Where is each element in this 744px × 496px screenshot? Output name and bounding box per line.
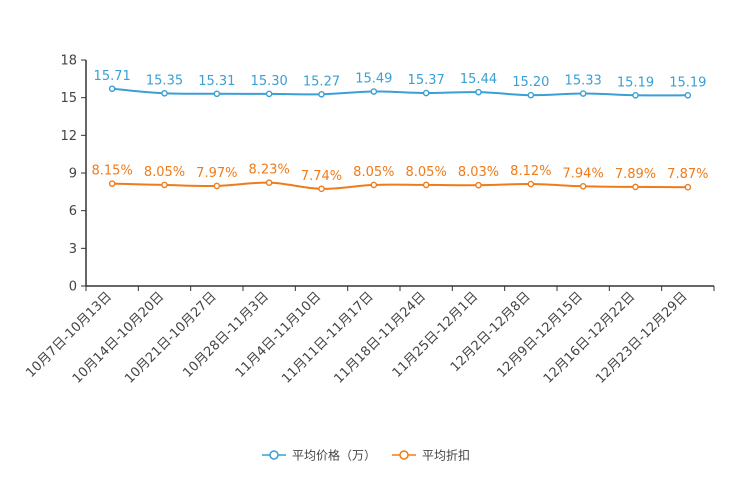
y-tick-label: 6 [69,204,77,219]
data-point[interactable] [684,91,692,99]
series-2: 8.15% 8.05% 7.97% 8.23% 7.74% 8.05% 8.05% 8.03%… [92,163,708,193]
data-label: 8.15% [92,164,133,179]
data-label: 7.97% [196,166,237,181]
y-tick-label: 18 [60,54,77,69]
series-layer: 15.71 15.35 15.31 15.30 15.27 15.49 15.37 15.44… [92,69,708,193]
y-tick-label: 12 [60,129,77,144]
data-label: 8.03% [458,165,499,180]
data-label: 15.19 [669,75,706,90]
legend-label: 平均折扣 [422,448,470,463]
data-point[interactable] [475,88,482,96]
data-point[interactable] [579,90,587,97]
data-point[interactable] [422,89,430,97]
data-label: 15.49 [355,72,392,87]
data-point[interactable] [265,179,273,186]
x-tick-label: 12月16日-12月22日 [541,289,638,386]
series-line [112,87,688,97]
x-tick-label: 10月14日-10月20日 [70,289,167,386]
data-label: 8.05% [144,165,185,180]
data-point[interactable] [213,182,221,190]
data-label: 15.31 [198,74,235,89]
series-line [112,181,688,190]
legend-marker-icon [269,450,279,460]
data-label: 8.12% [510,164,551,179]
legend-item-1[interactable]: 平均价格（万） [262,448,376,463]
data-point[interactable] [108,180,116,187]
data-point[interactable] [527,91,535,99]
axes: 0 3 6 9 12 15 18 10月7日-10月13日10月14日-10月20日10月21… [23,54,715,387]
data-label: 15.27 [303,74,340,89]
legend-item-2[interactable]: 平均折扣 [392,448,470,463]
x-tick-label: 10月7日-10月13日 [23,289,115,381]
data-label: 8.23% [249,163,290,178]
data-point[interactable] [161,89,168,97]
data-point[interactable] [370,88,378,95]
data-label: 15.19 [617,75,654,90]
data-point[interactable] [108,85,116,93]
data-point[interactable] [265,90,273,98]
y-tick-label: 3 [69,242,77,257]
data-point[interactable] [318,90,325,98]
y-tick-label: 15 [60,91,77,106]
data-label: 15.37 [408,73,445,88]
data-label: 15.35 [146,73,183,88]
data-label: 15.33 [565,74,602,89]
data-point[interactable] [213,90,221,98]
data-label: 15.20 [512,75,549,90]
data-label: 7.94% [563,166,604,181]
data-point[interactable] [370,181,378,189]
data-label: 15.30 [251,74,288,89]
x-tick-label: 10月21日-10月27日 [122,289,219,386]
data-label: 8.05% [353,165,394,180]
data-point[interactable] [422,181,430,189]
data-label: 15.44 [460,72,497,87]
y-tick-label: 9 [69,167,77,182]
data-point[interactable] [684,183,692,191]
data-point[interactable] [318,185,325,193]
data-label: 7.87% [667,167,708,182]
data-point[interactable] [579,183,587,190]
legend[interactable]: 平均价格（万） 平均折扣 [262,448,470,463]
y-tick-label: 0 [69,280,77,295]
data-label: 7.74% [301,169,342,184]
data-label: 8.05% [406,165,447,180]
data-label: 15.71 [94,69,131,84]
legend-marker-icon [399,450,409,460]
x-tick-label: 11月11日-11月17日 [279,289,376,386]
x-tick-label: 12月23日-12月29日 [593,289,690,386]
series-1: 15.71 15.35 15.31 15.30 15.27 15.49 15.37 15.44… [94,69,706,99]
data-point[interactable] [475,181,482,189]
data-point[interactable] [632,91,639,99]
data-label: 7.89% [615,167,656,182]
data-point[interactable] [161,181,168,189]
legend-label: 平均价格（万） [292,448,376,463]
x-tick-label: 11月18日-11月24日 [332,289,429,386]
data-point[interactable] [527,180,535,188]
data-point[interactable] [632,183,639,191]
